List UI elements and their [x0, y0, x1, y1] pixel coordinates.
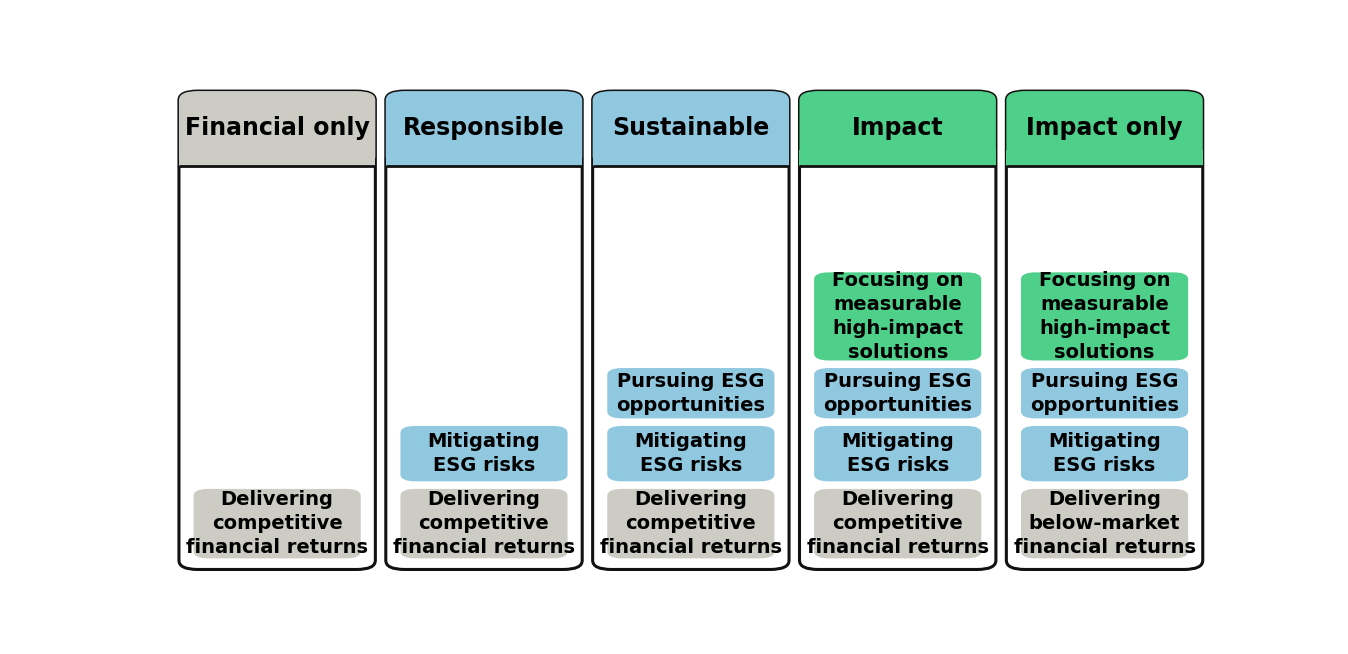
Text: Pursuing ESG
opportunities: Pursuing ESG opportunities	[1030, 371, 1180, 415]
Text: Impact only: Impact only	[1026, 116, 1182, 141]
FancyBboxPatch shape	[814, 426, 981, 481]
FancyBboxPatch shape	[799, 91, 996, 570]
Text: Mitigating
ESG risks: Mitigating ESG risks	[635, 432, 747, 475]
Text: Sustainable: Sustainable	[612, 116, 770, 141]
Bar	[593, 150, 789, 165]
Bar	[799, 150, 996, 165]
FancyBboxPatch shape	[1007, 91, 1202, 570]
Text: Delivering
competitive
financial returns: Delivering competitive financial returns	[806, 490, 988, 557]
FancyBboxPatch shape	[814, 368, 981, 419]
FancyBboxPatch shape	[1020, 368, 1188, 419]
FancyBboxPatch shape	[1020, 272, 1188, 360]
Text: Financial only: Financial only	[185, 116, 369, 141]
Text: Pursuing ESG
opportunities: Pursuing ESG opportunities	[616, 371, 766, 415]
FancyBboxPatch shape	[179, 91, 375, 165]
Text: Focusing on
measurable
high-impact
solutions: Focusing on measurable high-impact solut…	[1039, 271, 1170, 362]
Text: Focusing on
measurable
high-impact
solutions: Focusing on measurable high-impact solut…	[832, 271, 964, 362]
FancyBboxPatch shape	[1020, 489, 1188, 559]
Text: Mitigating
ESG risks: Mitigating ESG risks	[841, 432, 954, 475]
FancyBboxPatch shape	[1007, 91, 1202, 165]
Bar	[386, 150, 582, 165]
Text: Delivering
below-market
financial returns: Delivering below-market financial return…	[1014, 490, 1196, 557]
FancyBboxPatch shape	[608, 489, 774, 559]
Text: Responsible: Responsible	[403, 116, 565, 141]
FancyBboxPatch shape	[400, 489, 568, 559]
FancyBboxPatch shape	[400, 426, 568, 481]
FancyBboxPatch shape	[593, 91, 789, 165]
FancyBboxPatch shape	[608, 426, 774, 481]
FancyBboxPatch shape	[386, 91, 582, 165]
FancyBboxPatch shape	[386, 91, 582, 570]
FancyBboxPatch shape	[593, 91, 789, 570]
FancyBboxPatch shape	[814, 272, 981, 360]
FancyBboxPatch shape	[799, 91, 996, 165]
Text: Impact: Impact	[852, 116, 944, 141]
Bar	[1007, 150, 1202, 165]
Text: Mitigating
ESG risks: Mitigating ESG risks	[1049, 432, 1161, 475]
Text: Pursuing ESG
opportunities: Pursuing ESG opportunities	[824, 371, 972, 415]
Text: Mitigating
ESG risks: Mitigating ESG risks	[427, 432, 541, 475]
FancyBboxPatch shape	[179, 91, 375, 570]
Text: Delivering
competitive
financial returns: Delivering competitive financial returns	[186, 490, 368, 557]
Text: Delivering
competitive
financial returns: Delivering competitive financial returns	[600, 490, 782, 557]
FancyBboxPatch shape	[194, 489, 361, 559]
Text: Delivering
competitive
financial returns: Delivering competitive financial returns	[394, 490, 576, 557]
Bar	[179, 150, 375, 165]
FancyBboxPatch shape	[1020, 426, 1188, 481]
FancyBboxPatch shape	[608, 368, 774, 419]
FancyBboxPatch shape	[814, 489, 981, 559]
